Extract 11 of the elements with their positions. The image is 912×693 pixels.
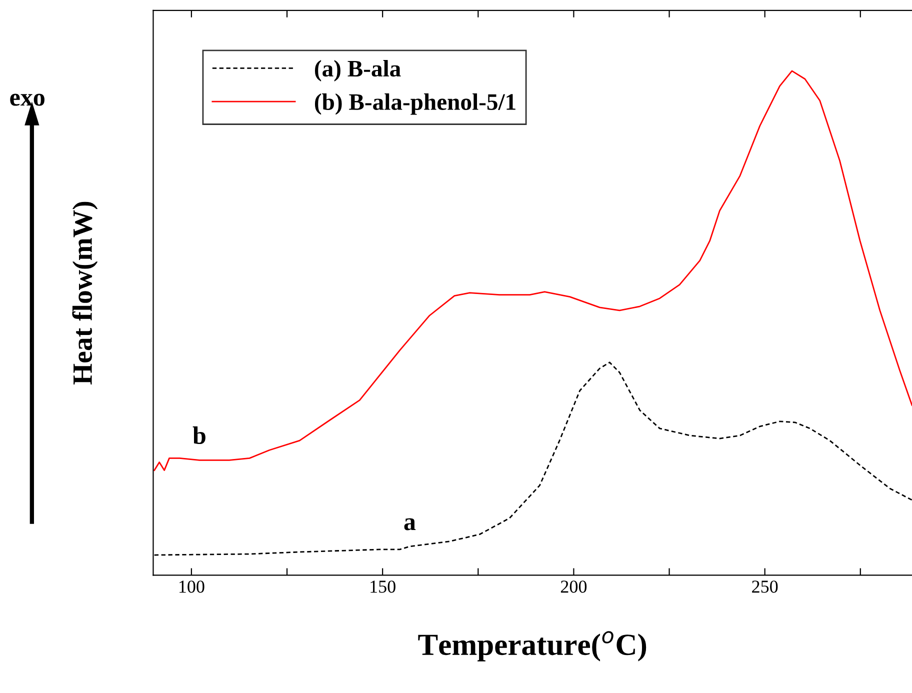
- x-axis-title: Temperature($^{o}$C): [418, 631, 646, 662]
- annotation: a: [404, 518, 416, 530]
- annotation: b: [192, 426, 206, 444]
- legend-label: (a) B-ala: [314, 60, 401, 82]
- y-axis-title: Heat flow(mW): [72, 202, 98, 384]
- x-tick-label: 200: [560, 580, 587, 593]
- x-tick-label: 150: [370, 580, 396, 593]
- x-tick-label: 100: [179, 580, 204, 593]
- legend-label: (b) B-ala-phenol-5/1: [314, 93, 516, 115]
- x-tick-label: 250: [752, 580, 778, 593]
- text: exo: [10, 94, 44, 106]
